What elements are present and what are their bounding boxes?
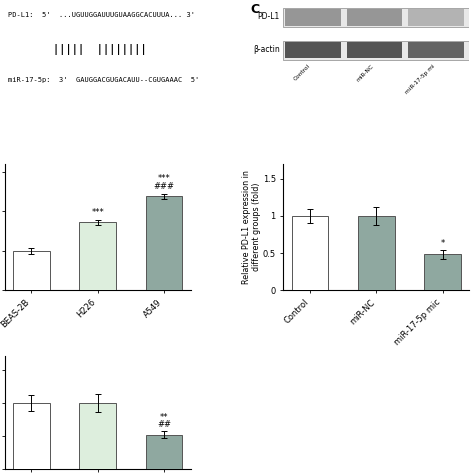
- Bar: [283, 41, 469, 60]
- Bar: [408, 9, 464, 26]
- Bar: [146, 435, 182, 469]
- Bar: [146, 196, 182, 290]
- Bar: [346, 9, 402, 26]
- Text: ###: ###: [154, 182, 174, 191]
- Bar: [424, 255, 461, 290]
- Text: PD-L1:  5'  ...UGUUGGAUUUGUAAGGCACUUUA... 3': PD-L1: 5' ...UGUUGGAUUUGUAAGGCACUUUA... …: [9, 12, 195, 18]
- Bar: [408, 42, 464, 58]
- Bar: [283, 9, 469, 27]
- Text: Control: Control: [293, 63, 311, 82]
- Text: C: C: [250, 3, 259, 16]
- Bar: [358, 216, 394, 290]
- Text: *: *: [440, 238, 445, 247]
- Text: β-actin: β-actin: [253, 45, 280, 54]
- Bar: [292, 216, 328, 290]
- Bar: [285, 9, 341, 26]
- Text: miR-17-5p:  3'  GAUGGACGUGACAUU--CGUGAAAC  5': miR-17-5p: 3' GAUGGACGUGACAUU--CGUGAAAC …: [9, 77, 200, 83]
- Bar: [346, 42, 402, 58]
- Bar: [285, 42, 341, 58]
- Text: |||||  ||||||||: ||||| ||||||||: [53, 44, 147, 55]
- Y-axis label: Relative PD-L1 expression in
different groups (fold): Relative PD-L1 expression in different g…: [242, 170, 261, 284]
- Bar: [13, 251, 50, 290]
- Bar: [80, 403, 116, 469]
- Bar: [13, 403, 50, 469]
- Text: ***: ***: [157, 174, 170, 183]
- Text: PD-L1: PD-L1: [257, 12, 280, 21]
- Text: miR-NC: miR-NC: [356, 63, 374, 82]
- Text: ##: ##: [157, 420, 171, 429]
- Bar: [80, 222, 116, 290]
- Text: miR-17-5p mi: miR-17-5p mi: [404, 63, 436, 95]
- Text: **: **: [160, 413, 168, 422]
- Text: ***: ***: [91, 208, 104, 217]
